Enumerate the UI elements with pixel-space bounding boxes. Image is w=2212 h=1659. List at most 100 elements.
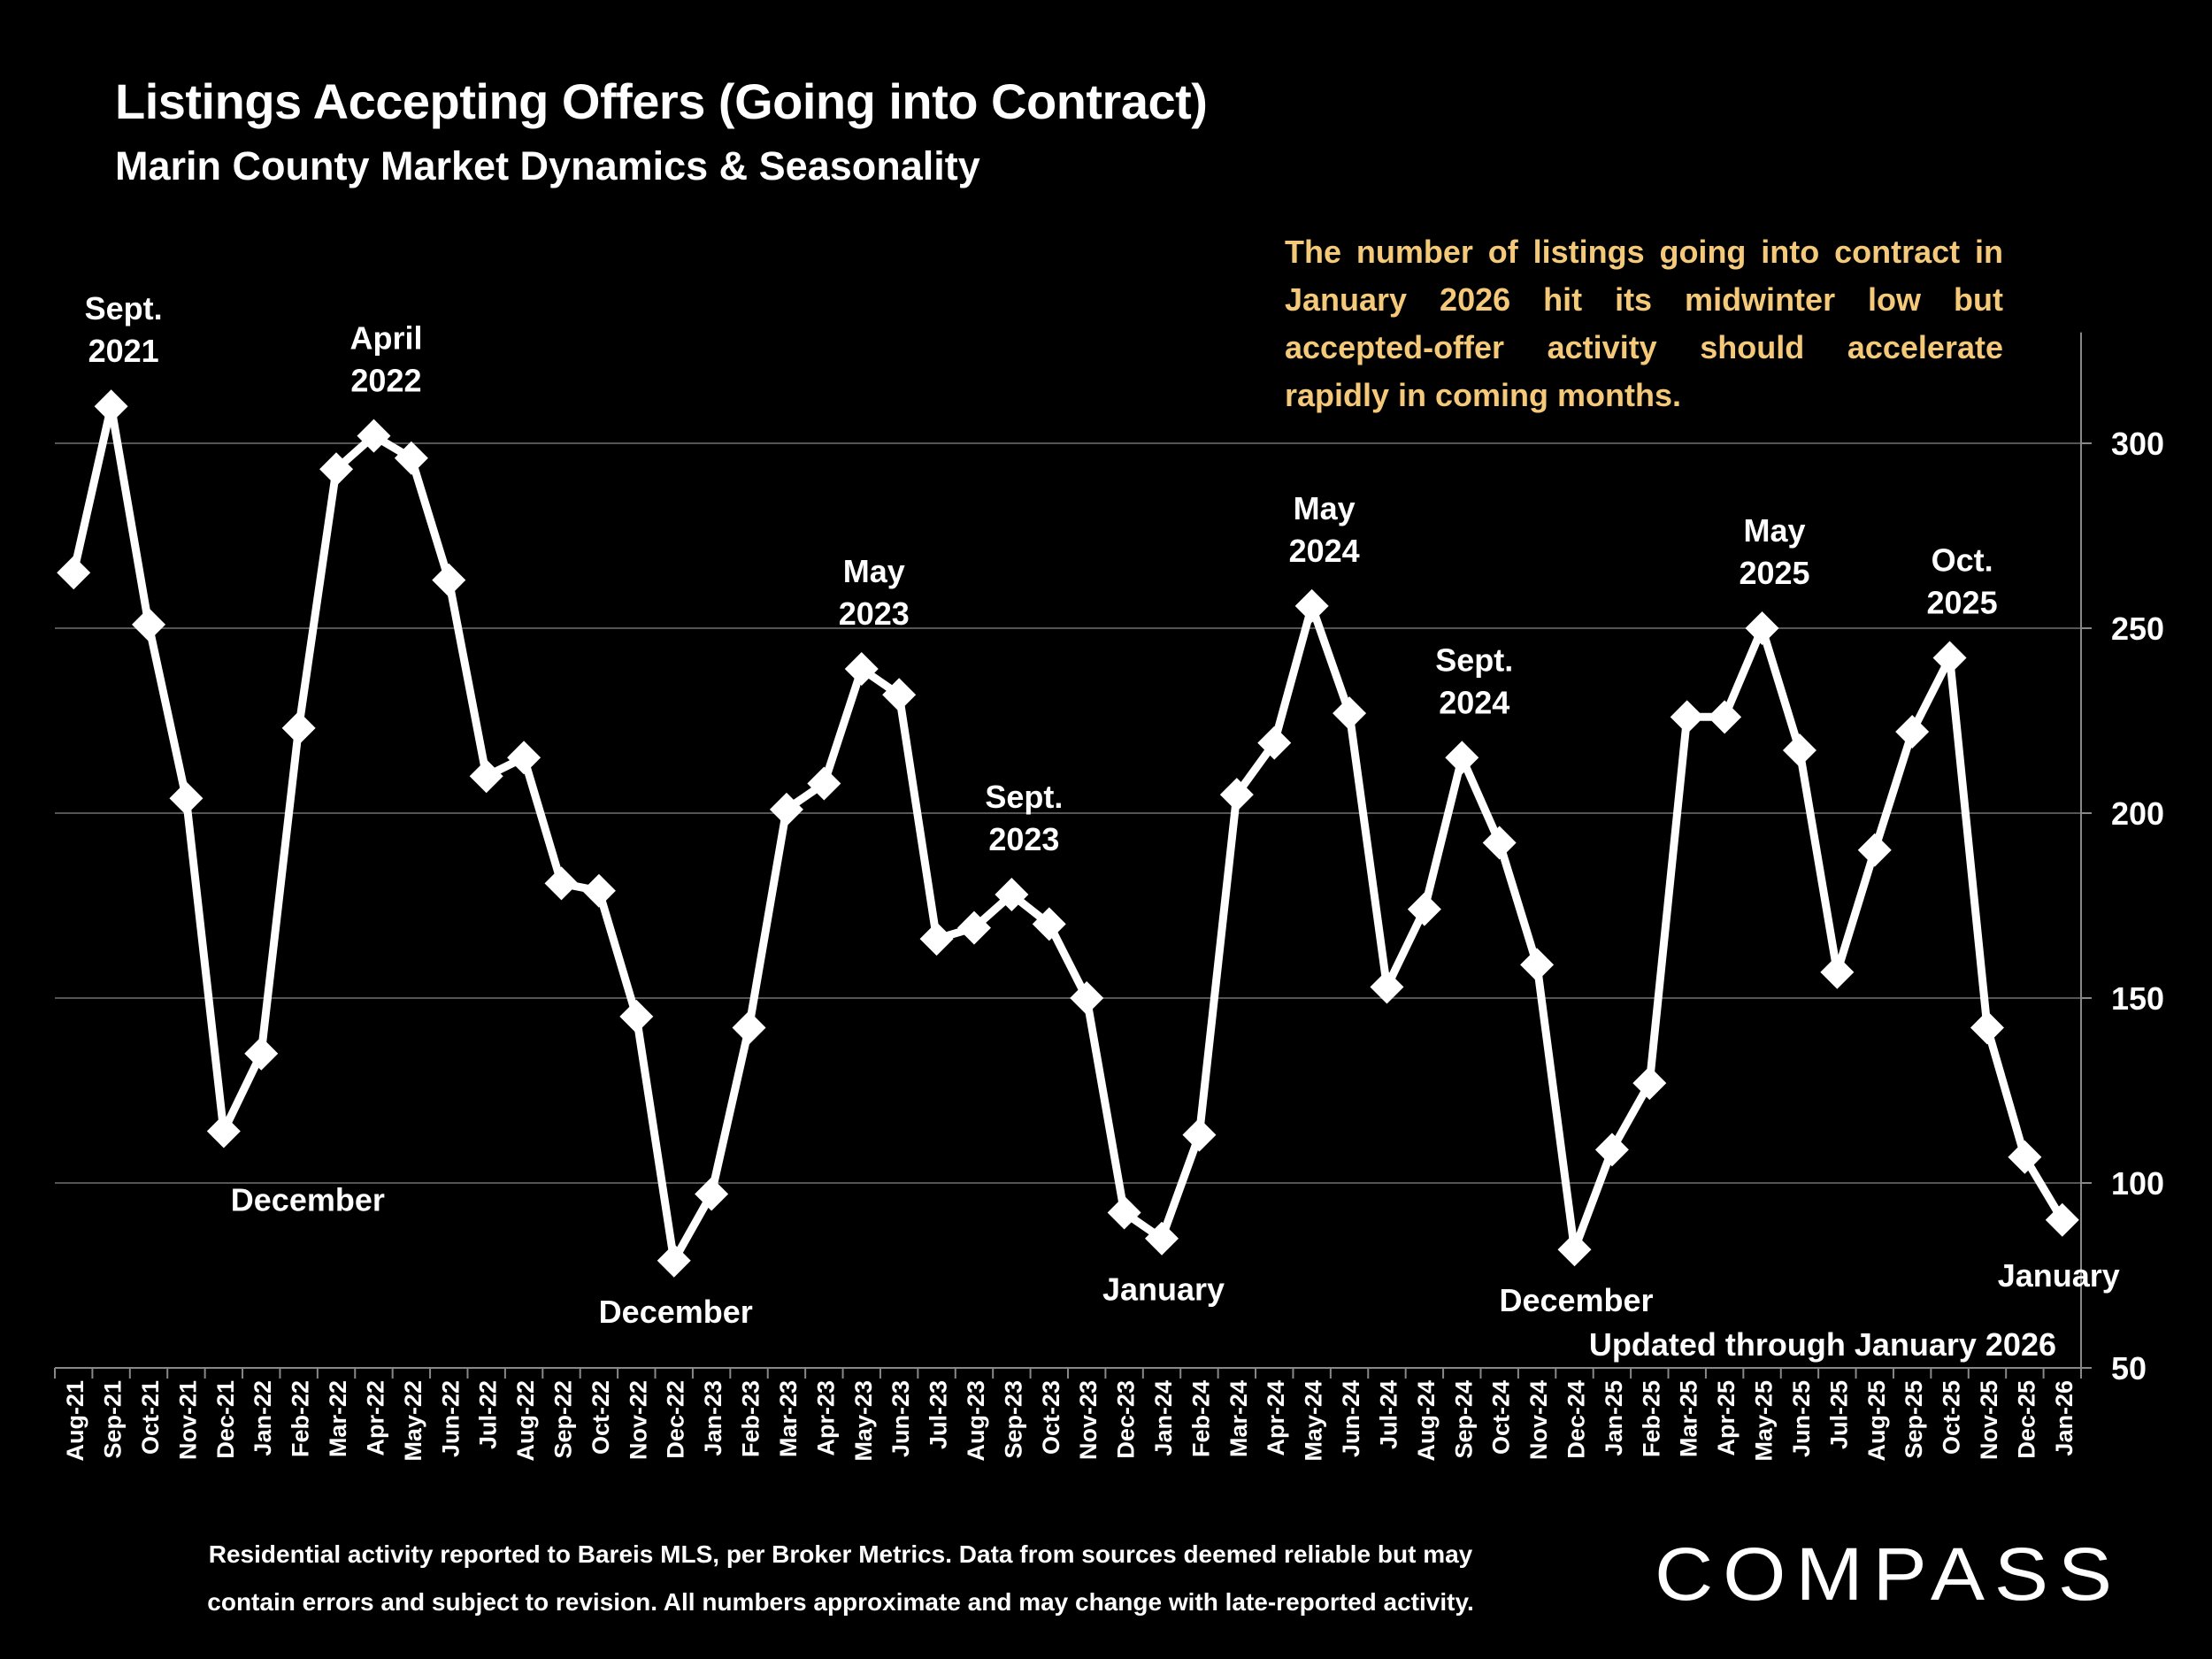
data-point [2045,1202,2079,1237]
data-point [882,678,917,712]
data-point [1219,778,1254,812]
x-tick-label: Nov-25 [1976,1380,2002,1460]
x-tick-label: Jan-24 [1150,1380,1177,1456]
data-point [956,910,991,945]
x-tick-label: Mar-23 [775,1380,802,1457]
x-tick-label: Aug-21 [62,1380,88,1462]
y-tick-label: 150 [2111,980,2164,1017]
footnote-line-2: contain errors and subject to revision. … [207,1588,1474,1616]
x-tick-label: Sep-21 [100,1380,127,1459]
x-tick-label: Nov-24 [1525,1380,1552,1460]
y-tick-label: 250 [2111,611,2164,647]
x-tick-label: Oct-21 [137,1380,164,1455]
x-tick-label: Sep-23 [1000,1380,1026,1459]
data-point [807,766,841,801]
x-tick-label: Aug-25 [1863,1380,1890,1462]
peak-label: 2024 [1439,684,1509,720]
x-tick-label: May-25 [1751,1380,1778,1462]
x-tick-label: Oct-23 [1038,1380,1064,1455]
data-point [394,441,428,475]
data-point [244,1036,279,1071]
trough-label: December [231,1181,385,1217]
x-tick-label: Jun-25 [1788,1380,1815,1457]
x-tick-label: Jul-24 [1375,1380,1402,1449]
x-tick-label: Jun-22 [437,1380,464,1457]
x-tick-label: Dec-22 [663,1380,689,1459]
data-point [619,999,654,1033]
data-point [732,1010,766,1045]
x-tick-label: Jun-24 [1338,1380,1364,1457]
trough-label: January [1102,1271,1225,1308]
x-tick-label: Jun-23 [887,1380,914,1457]
y-tick-label: 200 [2111,795,2164,832]
x-tick-label: Mar-25 [1676,1380,1702,1457]
data-point [357,419,391,453]
data-point [132,607,166,641]
peak-label: May [1294,490,1356,526]
y-tick-label: 100 [2111,1165,2164,1202]
x-tick-label: Aug-23 [963,1380,989,1462]
x-tick-label: Sep-25 [1901,1380,1927,1459]
footnote-line-1: Residential activity reported to Bareis … [208,1540,1473,1568]
x-tick-label: Feb-23 [738,1380,764,1457]
chart-title: Listings Accepting Offers (Going into Co… [115,73,1208,129]
x-tick-label: Apr-24 [1263,1380,1289,1456]
peak-label: Sept. [1435,641,1513,678]
data-point [1445,741,1479,775]
x-tick-label: Dec-24 [1563,1380,1590,1459]
data-point [1745,611,1779,645]
data-point [57,556,91,590]
updated-label: Updated through January 2026 [1589,1326,2056,1363]
data-point [844,651,879,686]
data-point [695,1177,729,1211]
x-tick-label: Apr-23 [812,1380,839,1456]
data-point [1294,588,1329,623]
x-tick-label: Apr-22 [362,1380,388,1456]
data-point [581,873,616,908]
peak-label: Sept. [85,290,163,326]
peak-label: 2023 [839,595,910,632]
data-point [281,710,316,745]
footnote: Residential activity reported to Bareis … [106,1531,1575,1626]
x-tick-label: Dec-23 [1113,1380,1140,1459]
chart-subtitle: Marin County Market Dynamics & Seasonali… [115,143,980,188]
x-tick-label: Aug-22 [512,1380,539,1462]
x-tick-label: Nov-23 [1075,1380,1102,1460]
peak-label: 2023 [988,821,1059,857]
x-tick-label: Nov-22 [625,1380,651,1460]
data-point [1895,715,1930,749]
data-point [469,759,503,794]
x-tick-label: Mar-24 [1225,1380,1252,1457]
x-tick-label: Feb-22 [288,1380,314,1457]
trough-label: December [1499,1282,1653,1318]
data-point [1857,833,1892,867]
data-point [919,922,954,956]
x-tick-label: Dec-25 [2013,1380,2039,1459]
data-point [1557,1233,1592,1267]
data-point [1482,826,1517,860]
x-tick-label: Jan-25 [1601,1380,1627,1456]
x-tick-label: Mar-22 [325,1380,351,1457]
x-tick-label: Sep-22 [550,1380,577,1459]
data-point [1407,892,1441,926]
data-point [169,781,204,816]
peak-label: 2021 [88,333,159,369]
peak-label: May [1744,512,1806,549]
data-point [1107,1195,1141,1230]
x-tick-label: Jan-22 [250,1380,276,1456]
x-tick-label: Feb-25 [1638,1380,1664,1457]
data-point [657,1243,691,1278]
data-point [319,452,354,487]
x-tick-label: Sep-24 [1450,1380,1477,1459]
peak-label: 2025 [1739,555,1809,591]
data-point [544,866,579,901]
peak-label: Sept. [985,779,1063,815]
data-point [507,741,541,775]
peak-label: April [349,320,422,357]
data-point [1782,733,1816,767]
x-tick-label: Apr-25 [1713,1380,1740,1456]
y-tick-label: 300 [2111,426,2164,462]
x-tick-label: Jul-25 [1825,1380,1852,1449]
peak-label: 2024 [1289,533,1360,569]
